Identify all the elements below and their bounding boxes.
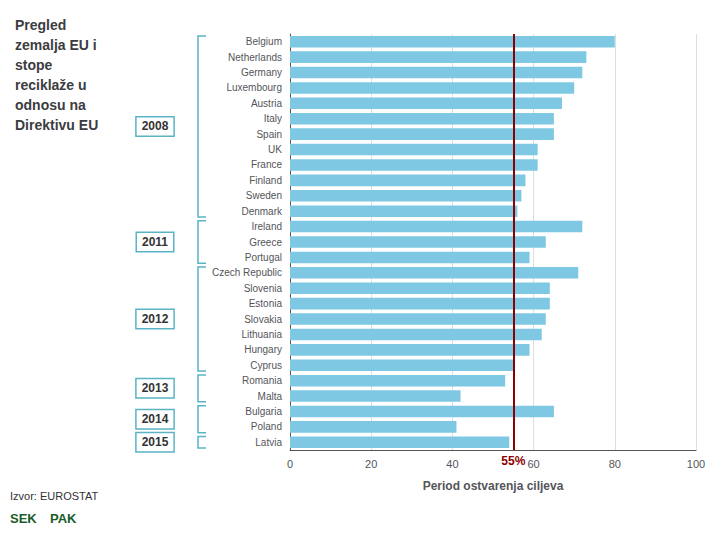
svg-text:stope: stope	[15, 57, 53, 73]
svg-text:Direktivu EU: Direktivu EU	[15, 117, 98, 133]
svg-text:80: 80	[609, 458, 621, 470]
svg-text:reciklaže u: reciklaže u	[15, 77, 87, 93]
svg-text:Czech Republic: Czech Republic	[212, 267, 282, 278]
svg-text:Hungary: Hungary	[244, 344, 282, 355]
svg-text:Portugal: Portugal	[245, 252, 282, 263]
svg-text:Period ostvarenja ciljeva: Period ostvarenja ciljeva	[423, 479, 564, 493]
svg-text:Denmark: Denmark	[241, 206, 283, 217]
svg-text:Sweden: Sweden	[246, 190, 282, 201]
svg-text:Finland: Finland	[249, 175, 282, 186]
svg-text:2008: 2008	[142, 119, 169, 133]
svg-text:Austria: Austria	[251, 98, 283, 109]
svg-text:Netherlands: Netherlands	[228, 52, 282, 63]
svg-text:Izvor: EUROSTAT: Izvor: EUROSTAT	[10, 490, 98, 502]
svg-text:Latvia: Latvia	[255, 437, 282, 448]
svg-text:20: 20	[365, 458, 377, 470]
svg-text:Slovakia: Slovakia	[244, 314, 282, 325]
svg-text:0: 0	[287, 458, 293, 470]
svg-text:Poland: Poland	[251, 421, 282, 432]
svg-text:100: 100	[687, 458, 705, 470]
svg-text:Cyprus: Cyprus	[250, 360, 282, 371]
svg-text:Germany: Germany	[241, 67, 282, 78]
svg-text:2015: 2015	[142, 435, 169, 449]
svg-text:Spain: Spain	[256, 129, 282, 140]
svg-text:40: 40	[446, 458, 458, 470]
svg-text:zemalja EU i: zemalja EU i	[15, 37, 97, 53]
svg-text:Belgium: Belgium	[246, 36, 282, 47]
svg-text:2014: 2014	[142, 412, 169, 426]
svg-text:2013: 2013	[142, 381, 169, 395]
svg-text:PAK: PAK	[50, 511, 77, 526]
svg-text:Luxembourg: Luxembourg	[226, 82, 282, 93]
svg-text:odnosu na: odnosu na	[15, 97, 86, 113]
svg-text:Italy: Italy	[264, 113, 282, 124]
svg-text:UK: UK	[268, 144, 282, 155]
svg-text:Bulgaria: Bulgaria	[245, 406, 282, 417]
svg-text:Pregled: Pregled	[15, 17, 66, 33]
svg-text:2011: 2011	[142, 235, 168, 249]
svg-text:Ireland: Ireland	[251, 221, 282, 232]
svg-text:Lithuania: Lithuania	[241, 329, 282, 340]
svg-text:Greece: Greece	[249, 237, 282, 248]
svg-text:Malta: Malta	[258, 391, 283, 402]
svg-text:Estonia: Estonia	[249, 298, 283, 309]
svg-text:Romania: Romania	[242, 375, 282, 386]
svg-text:SEK: SEK	[10, 511, 37, 526]
svg-text:Slovenia: Slovenia	[244, 283, 283, 294]
svg-text:60: 60	[527, 458, 539, 470]
svg-text:France: France	[251, 159, 283, 170]
svg-text:2012: 2012	[142, 312, 169, 326]
svg-text:55%: 55%	[501, 454, 525, 468]
